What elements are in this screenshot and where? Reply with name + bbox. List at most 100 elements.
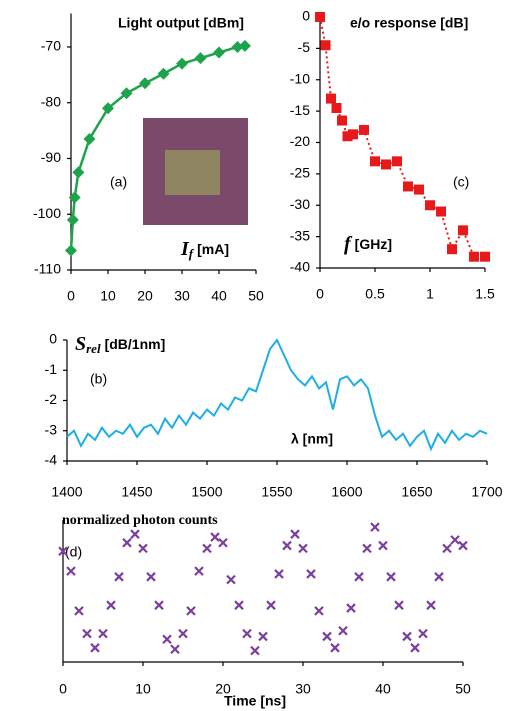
- point: [242, 628, 252, 639]
- point: [66, 213, 79, 226]
- point: [331, 102, 342, 113]
- x-tick-label: 40: [211, 288, 227, 304]
- point: [72, 166, 85, 179]
- y-tick-label: -15: [290, 102, 310, 118]
- y-axis-label-subscript: rel: [86, 341, 101, 356]
- point: [403, 181, 413, 192]
- point: [381, 159, 391, 170]
- point: [447, 244, 457, 255]
- point: [194, 566, 204, 576]
- point: [90, 643, 100, 653]
- point: [98, 628, 108, 639]
- point: [338, 625, 348, 636]
- y-axis-label-unit: [dB/1nm]: [105, 336, 166, 352]
- point: [458, 225, 468, 236]
- point: [114, 572, 124, 582]
- point: [231, 40, 244, 53]
- point: [202, 543, 212, 554]
- y-tick-label: -2: [45, 391, 58, 407]
- point: [298, 543, 308, 554]
- y-tick-label: -40: [290, 259, 310, 275]
- point: [194, 52, 207, 65]
- point: [348, 129, 358, 140]
- y-tick-label: -1: [45, 361, 58, 377]
- y-tick-label: -35: [290, 227, 310, 243]
- point: [359, 124, 369, 135]
- point: [480, 251, 490, 262]
- point: [218, 537, 228, 548]
- point: [146, 572, 156, 582]
- x-tick-label: 20: [137, 288, 153, 304]
- point: [210, 532, 220, 542]
- point: [65, 244, 77, 257]
- point: [330, 643, 340, 653]
- point: [326, 93, 336, 104]
- point: [66, 566, 76, 576]
- point: [266, 600, 276, 610]
- point: [342, 131, 353, 142]
- y-tick-label: -70: [41, 38, 61, 54]
- point: [394, 600, 404, 610]
- x-tick-label: 1650: [401, 484, 432, 500]
- point: [314, 606, 324, 616]
- point: [402, 631, 412, 642]
- x-axis-label-unit: [GHz]: [355, 236, 392, 252]
- point: [226, 574, 236, 585]
- y-tick-label: -25: [290, 165, 310, 181]
- point: [58, 546, 68, 557]
- y-tick-label: 0: [49, 331, 57, 347]
- x-tick-label: 1500: [191, 484, 222, 500]
- y-tick-label: 0: [302, 8, 310, 24]
- point: [157, 67, 170, 80]
- inset-photo-device: [165, 150, 220, 195]
- x-tick-label: 0: [59, 681, 67, 697]
- x-tick-label: 0: [316, 286, 324, 302]
- point: [290, 529, 300, 539]
- point: [178, 628, 188, 639]
- point: [370, 156, 380, 167]
- y-tick-label: -30: [290, 196, 310, 212]
- point: [130, 529, 140, 539]
- point: [213, 46, 225, 59]
- series-line: [66, 338, 488, 452]
- point: [120, 87, 133, 100]
- point: [186, 606, 196, 616]
- point: [370, 522, 380, 532]
- x-tick-label: 1400: [51, 484, 82, 500]
- point: [68, 191, 81, 204]
- x-tick-label: 1700: [471, 484, 502, 500]
- x-tick-label: 50: [455, 681, 471, 697]
- y-tick-label: -4: [45, 452, 58, 468]
- point: [386, 572, 396, 582]
- point: [106, 600, 116, 610]
- point: [346, 603, 356, 613]
- y-tick-label: -80: [41, 93, 61, 109]
- point: [82, 628, 92, 639]
- y-tick-label: -5: [298, 39, 311, 55]
- panel-label: (d): [65, 544, 82, 560]
- x-axis-label-symbol: I: [180, 238, 190, 260]
- x-tick-label: 50: [248, 288, 264, 304]
- y-tick-label: -10: [290, 70, 310, 86]
- point: [238, 39, 251, 52]
- x-tick-label: 10: [100, 288, 116, 304]
- panel-label: (c): [453, 174, 469, 190]
- x-axis-label: If [mA]: [180, 238, 229, 261]
- y-tick-label: -110: [34, 261, 61, 277]
- y-tick-label: -90: [41, 149, 61, 165]
- point: [306, 569, 316, 579]
- x-axis-label-unit: [mA]: [197, 241, 229, 257]
- y-axis-label-symbol: S: [75, 333, 86, 355]
- x-tick-label: 1600: [331, 484, 362, 500]
- y-tick-label: -3: [45, 421, 58, 437]
- point: [354, 572, 364, 582]
- point: [83, 132, 96, 145]
- point: [436, 206, 446, 217]
- chart-title: Light output [dBm]: [118, 15, 244, 31]
- point: [362, 543, 372, 554]
- point: [442, 543, 452, 554]
- point: [234, 600, 244, 610]
- x-tick-label: 10: [135, 681, 151, 697]
- x-tick-label: 40: [375, 681, 391, 697]
- point: [139, 77, 151, 90]
